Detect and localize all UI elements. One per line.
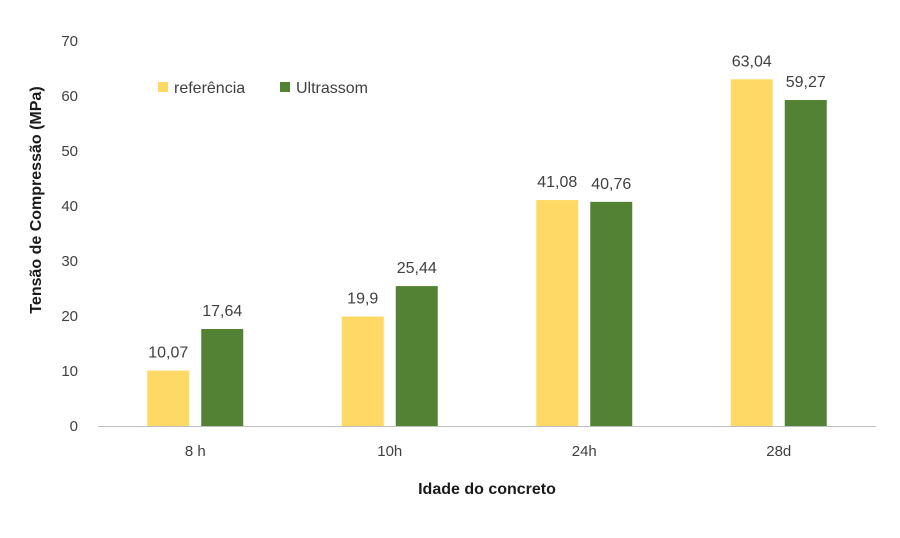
bar-ultrassom-0 <box>201 328 244 426</box>
x-tick-label: 28d <box>766 443 791 460</box>
y-tick-label: 10 <box>61 363 78 380</box>
bar-referencia-3 <box>730 79 773 426</box>
y-tick-label: 20 <box>61 308 78 325</box>
y-tick-label: 0 <box>70 418 78 435</box>
x-tick-label: 8 h <box>185 443 206 460</box>
data-labels: 10,07 17,64 19,9 25,44 41,08 40,76 63,04 59,27 <box>148 53 826 361</box>
y-tick-label: 50 <box>61 143 78 160</box>
data-label: 10,07 <box>148 345 188 362</box>
bars <box>147 79 827 426</box>
bar-referencia-0 <box>147 370 190 426</box>
bar-referencia-2 <box>536 200 579 426</box>
data-label: 59,27 <box>786 74 826 91</box>
data-label: 63,04 <box>732 53 772 70</box>
x-tick-label: 10h <box>377 443 402 460</box>
data-label: 41,08 <box>537 174 577 191</box>
y-tick-label: 70 <box>61 33 78 50</box>
y-tick-label: 30 <box>61 253 78 270</box>
legend-label-ultrassom: Ultrassom <box>296 80 368 97</box>
y-tick-label: 60 <box>61 88 78 105</box>
legend-swatch-ultrassom <box>280 82 290 92</box>
x-tick-label: 24h <box>572 443 597 460</box>
data-label: 25,44 <box>397 260 437 277</box>
bar-referencia-1 <box>341 316 384 426</box>
y-tick-label: 40 <box>61 198 78 215</box>
bar-ultrassom-2 <box>590 201 633 426</box>
legend-label-referencia: referência <box>174 80 245 97</box>
legend: referência Ultrassom <box>158 80 368 97</box>
data-label: 40,76 <box>591 176 631 193</box>
data-label: 17,64 <box>202 303 242 320</box>
x-axis-title: Idade do concreto <box>418 481 556 498</box>
data-label: 19,9 <box>347 291 378 308</box>
bar-ultrassom-3 <box>784 100 827 426</box>
legend-swatch-referencia <box>158 82 168 92</box>
x-axis-ticks: 8 h 10h 24h 28d <box>185 443 791 460</box>
y-axis-title: Tensão de Compressão (MPa) <box>28 86 45 313</box>
bar-ultrassom-1 <box>395 286 438 426</box>
y-axis-ticks: 0 10 20 30 40 50 60 70 <box>61 33 78 435</box>
